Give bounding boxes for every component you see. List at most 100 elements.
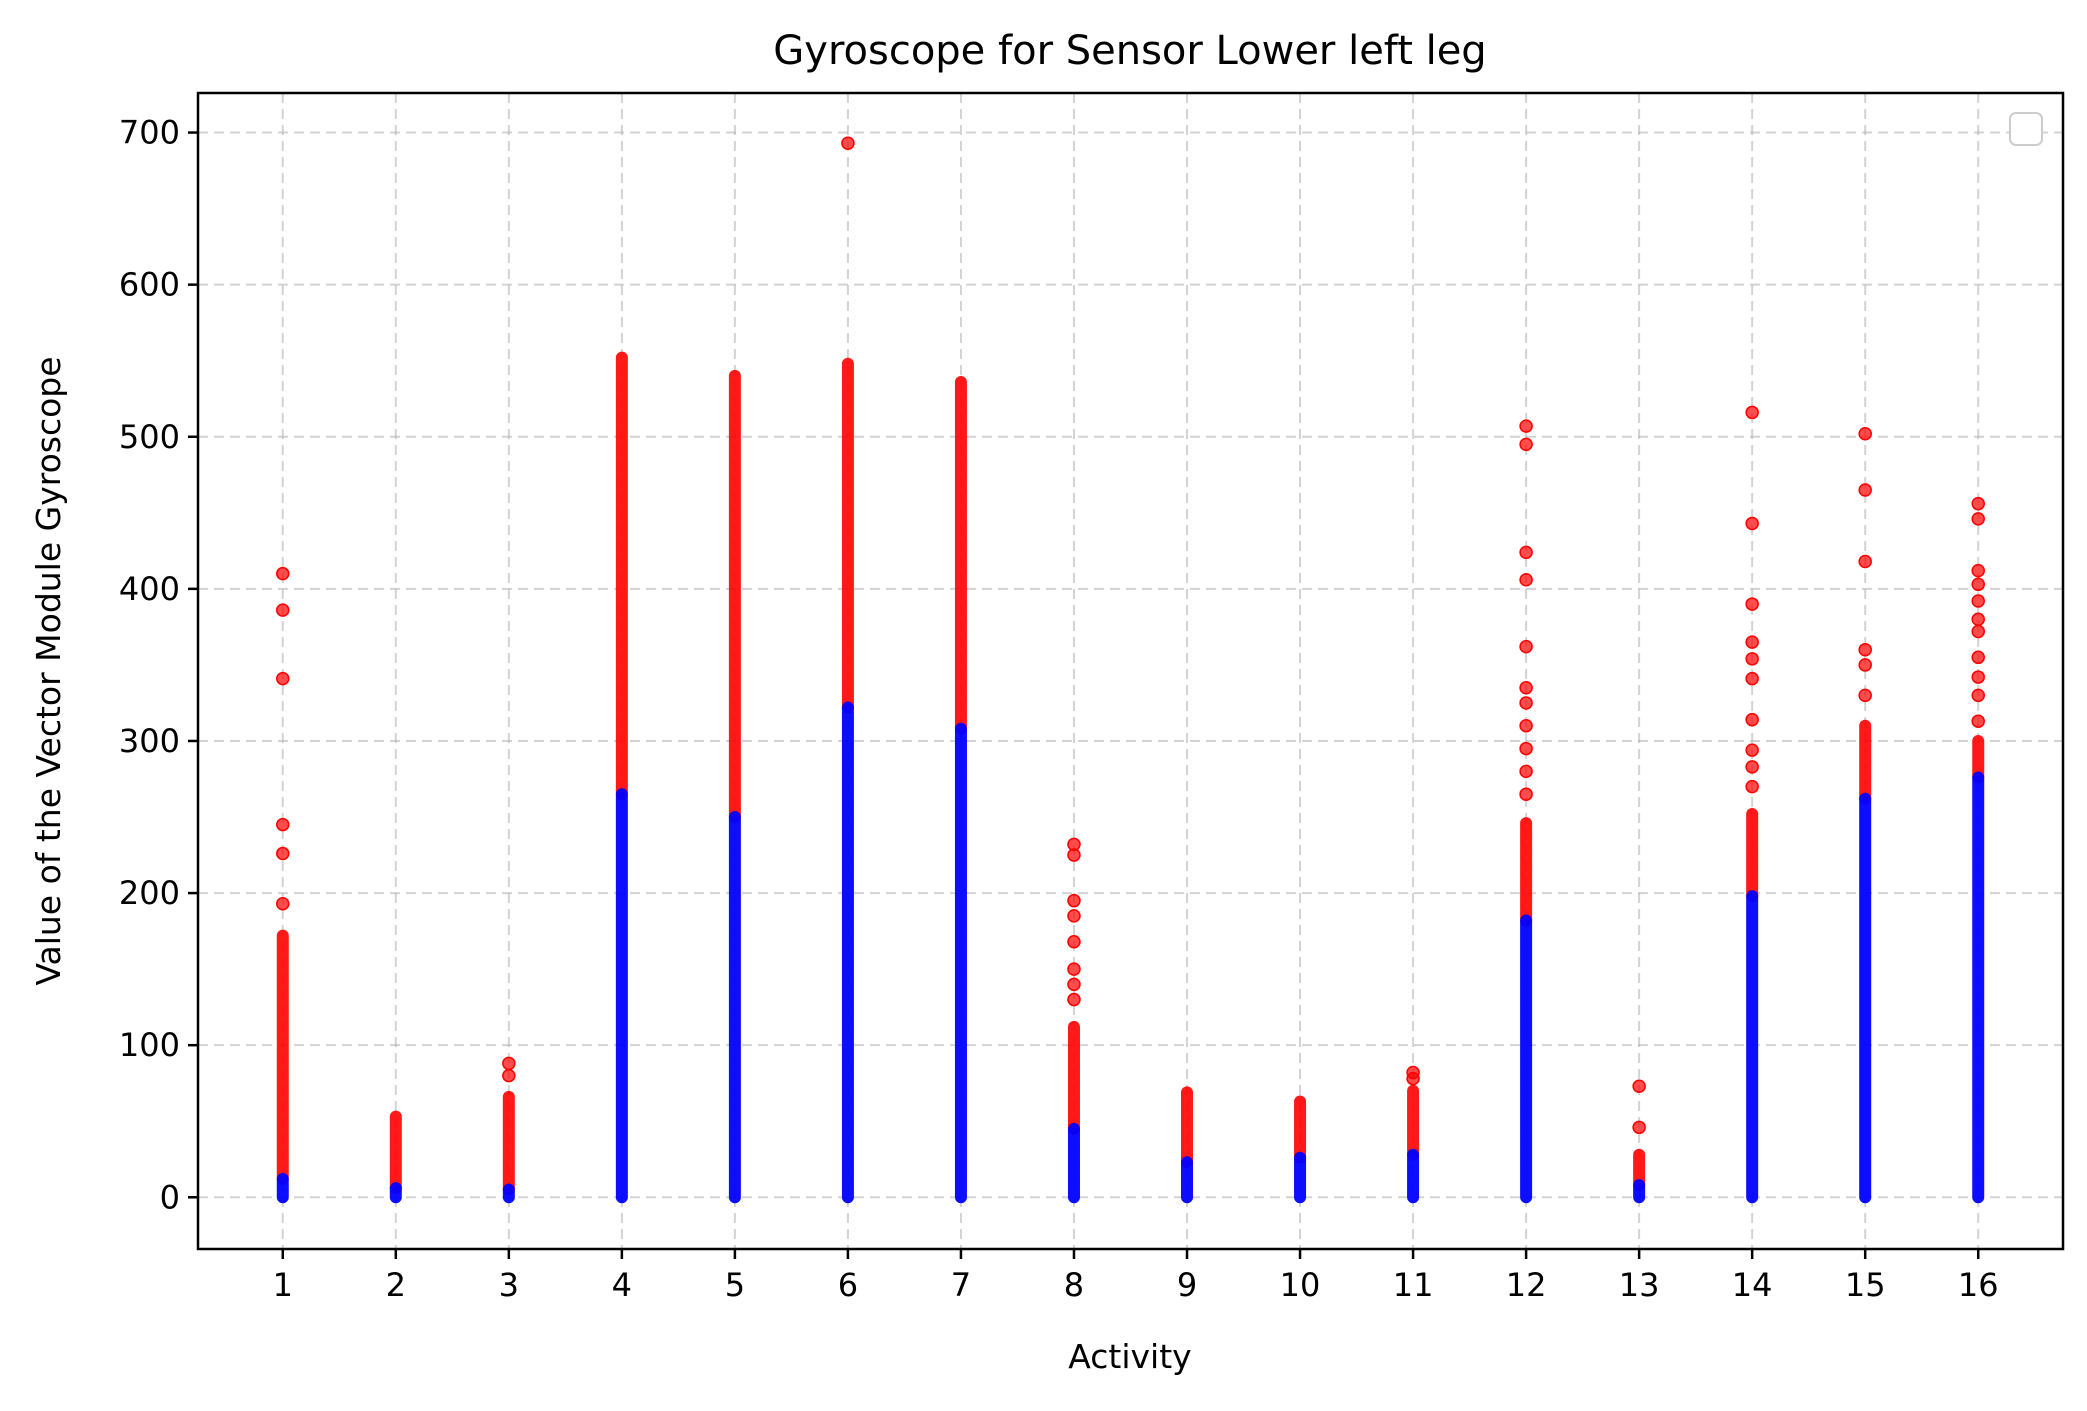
outlier-point [841,136,855,150]
outlier-point [276,817,290,832]
normal-point-band [1633,1179,1646,1204]
normal-point-band [1407,1148,1420,1204]
outlier-point [1745,652,1759,666]
x-tick-label: 4 [612,1266,632,1304]
outlier-point [1858,658,1872,672]
y-tick-label: 200 [119,874,180,912]
outlier-point-band [1181,1086,1194,1169]
x-tick-label: 9 [1177,1266,1197,1304]
outlier-point [1971,624,1985,639]
outlier-point-band [615,351,628,801]
outlier-point [276,566,290,581]
y-tick-label: 100 [119,1026,180,1064]
outlier-point [502,1056,516,1071]
x-tick-label: 13 [1619,1266,1660,1304]
outlier-point [1406,1065,1420,1080]
outlier-point [276,603,290,617]
outlier-point [1067,837,1081,852]
x-tick-label: 10 [1280,1266,1321,1304]
normal-point-band [954,722,967,1204]
x-axis-label: Activity [1068,1337,1191,1376]
normal-point-band [276,1173,289,1204]
outlier-point [1745,712,1759,727]
normal-point-band [1181,1156,1194,1204]
outlier-point [1519,419,1533,433]
outlier-point [1519,545,1533,560]
outlier-point [1745,760,1759,774]
normal-point-band [615,788,628,1204]
outlier-point-band [1067,1020,1080,1135]
outlier-point [1745,405,1759,420]
outlier-point [1858,483,1872,497]
normal-point-band [1859,792,1872,1204]
outlier-point [1067,909,1081,923]
outlier-point [1519,787,1533,801]
data-points [276,136,1985,1204]
normal-point-band [728,811,741,1204]
x-tick-label: 6 [838,1266,858,1304]
outlier-point [1067,934,1081,949]
outlier-point-band [841,357,854,714]
y-tick-label: 500 [119,418,180,456]
plot-frame [196,91,2065,1251]
normal-point-band [389,1182,402,1204]
outlier-point [1632,1120,1646,1135]
outlier-point [1971,577,1985,592]
outlier-point [1858,688,1872,703]
x-tick-label: 8 [1064,1266,1084,1304]
outlier-point-band [1407,1084,1420,1161]
outlier-point-band [1294,1095,1307,1164]
chart-title: Gyroscope for Sensor Lower left leg [773,28,1486,74]
x-tick-label: 15 [1845,1266,1886,1304]
outlier-point [276,671,290,686]
outlier-point-band [1746,807,1759,903]
axes: 1 2 3 4 5 6 7 8 9 10 11 12 13 14 15 1601002003004005006… [119,114,1999,1304]
outlier-point [1971,670,1985,684]
outlier-point [1745,671,1759,686]
outlier-point [1745,743,1759,757]
outlier-point [1067,992,1081,1007]
outlier-point [1971,563,1985,578]
outlier-point [1745,779,1759,794]
x-tick-label: 14 [1732,1266,1773,1304]
outlier-point [1519,719,1533,733]
outlier-point [1971,714,1985,728]
outlier-point-band [389,1110,402,1195]
outlier-point [1971,650,1985,665]
y-tick-label: 0 [160,1178,180,1216]
x-tick-label: 11 [1393,1266,1434,1304]
outlier-point [1519,680,1533,695]
outlier-point-band [1972,734,1985,784]
outlier-point [1519,639,1533,654]
outlier-point [1858,554,1872,569]
legend-box [2009,112,2043,146]
outlier-point [1858,426,1872,441]
x-tick-label: 12 [1506,1266,1547,1304]
y-tick-label: 600 [119,266,180,304]
normal-point-band [841,701,854,1204]
outlier-point [1519,572,1533,587]
outlier-point [1632,1079,1646,1093]
normal-point-band [1294,1151,1307,1204]
outlier-point [1971,496,1985,511]
outlier-point [1971,594,1985,608]
x-tick-label: 16 [1958,1266,1999,1304]
outlier-point-band [728,369,741,824]
outlier-point [1745,635,1759,649]
y-tick-label: 400 [119,570,180,608]
outlier-point [276,846,290,861]
outlier-point [1971,688,1985,703]
outlier-point-band [1859,719,1872,805]
y-tick-label: 300 [119,722,180,760]
outlier-point [1745,597,1759,611]
outlier-point [276,896,290,911]
outlier-point [1067,893,1081,908]
outlier-point-band [502,1090,515,1196]
outlier-point-band [276,929,289,1186]
normal-point-band [502,1183,515,1204]
outlier-point [1519,741,1533,756]
outlier-point-band [954,376,967,735]
